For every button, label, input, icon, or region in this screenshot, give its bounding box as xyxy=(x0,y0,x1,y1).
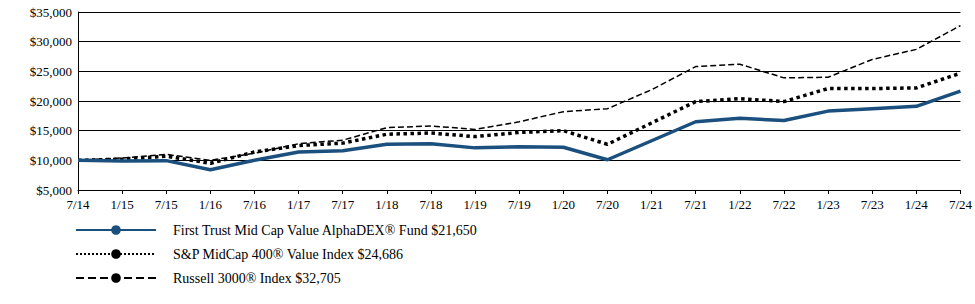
svg-text:1/16: 1/16 xyxy=(199,197,223,212)
svg-text:S&P MidCap 400® Value Index $2: S&P MidCap 400® Value Index $24,686 xyxy=(173,247,403,262)
svg-text:First Trust Mid Cap Value Alph: First Trust Mid Cap Value AlphaDEX® Fund… xyxy=(173,223,477,238)
svg-text:7/14: 7/14 xyxy=(66,197,90,212)
svg-text:$20,000: $20,000 xyxy=(30,94,72,109)
svg-text:1/17: 1/17 xyxy=(287,197,311,212)
svg-text:1/18: 1/18 xyxy=(375,197,398,212)
svg-text:$5,000: $5,000 xyxy=(36,183,72,198)
svg-text:7/17: 7/17 xyxy=(331,197,355,212)
svg-text:1/24: 1/24 xyxy=(905,197,929,212)
svg-text:7/22: 7/22 xyxy=(772,197,795,212)
svg-text:1/15: 1/15 xyxy=(111,197,134,212)
svg-text:7/18: 7/18 xyxy=(419,197,442,212)
svg-text:1/22: 1/22 xyxy=(728,197,751,212)
svg-text:7/24: 7/24 xyxy=(949,197,973,212)
svg-text:7/16: 7/16 xyxy=(243,197,267,212)
svg-text:7/19: 7/19 xyxy=(508,197,531,212)
svg-text:7/20: 7/20 xyxy=(596,197,619,212)
svg-text:$10,000: $10,000 xyxy=(30,153,72,168)
svg-text:7/23: 7/23 xyxy=(861,197,884,212)
svg-text:$30,000: $30,000 xyxy=(30,34,72,49)
svg-text:$15,000: $15,000 xyxy=(30,123,72,138)
svg-text:1/23: 1/23 xyxy=(817,197,840,212)
svg-text:1/19: 1/19 xyxy=(464,197,487,212)
svg-text:7/15: 7/15 xyxy=(155,197,178,212)
svg-text:Russell 3000® Index $32,705: Russell 3000® Index $32,705 xyxy=(173,271,341,286)
svg-text:1/21: 1/21 xyxy=(640,197,663,212)
svg-text:1/20: 1/20 xyxy=(552,197,575,212)
svg-text:$35,000: $35,000 xyxy=(30,5,72,20)
svg-text:$25,000: $25,000 xyxy=(30,64,72,79)
svg-text:7/21: 7/21 xyxy=(684,197,707,212)
